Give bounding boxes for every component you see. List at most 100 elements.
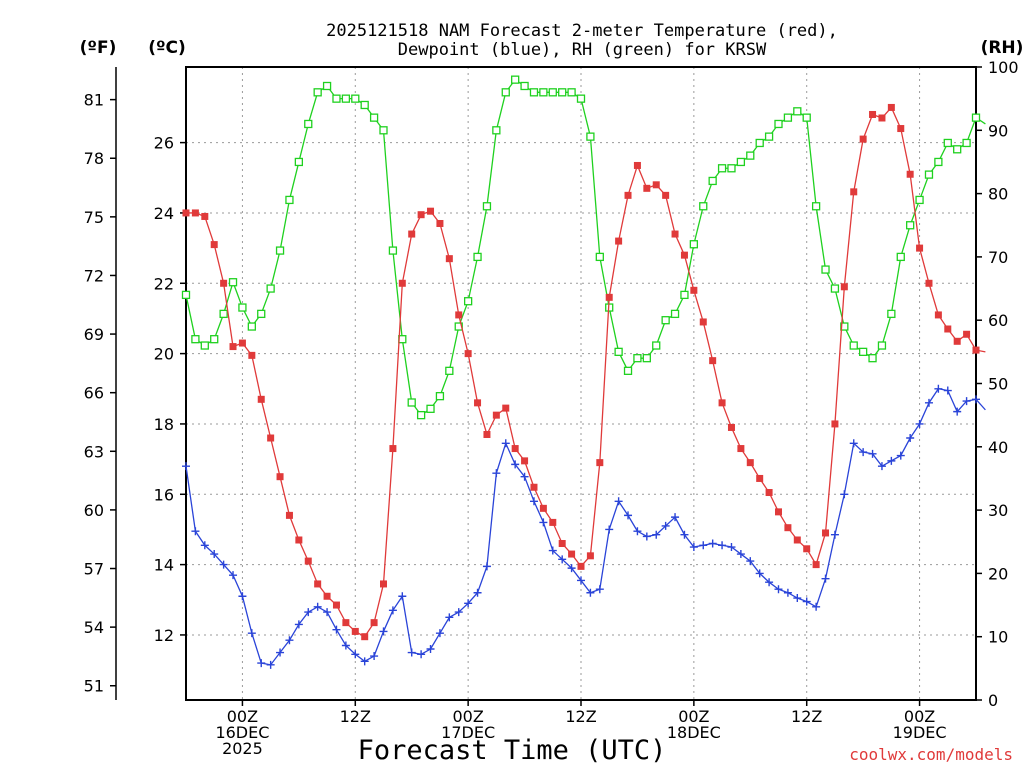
temperature-point xyxy=(662,191,670,199)
dewpoint-point xyxy=(718,541,727,550)
time-tick-label: 00Z xyxy=(452,707,483,726)
dewpoint-point xyxy=(746,557,755,566)
temperature-point xyxy=(756,474,764,482)
dewpoint-point xyxy=(877,462,886,471)
dewpoint-point xyxy=(247,629,256,638)
dewpoint-point xyxy=(605,525,614,534)
rh-point xyxy=(877,341,887,350)
dewpoint-point xyxy=(671,513,680,522)
rh-point xyxy=(548,88,557,97)
temperature-point xyxy=(878,114,886,122)
rh-point xyxy=(708,176,717,186)
rh-point xyxy=(595,252,604,262)
temperature-point xyxy=(887,103,895,111)
temperature-point xyxy=(332,601,340,609)
temperature-point xyxy=(474,399,482,407)
rh-point xyxy=(567,88,576,97)
dewpoint-point xyxy=(943,386,952,395)
temperature-point xyxy=(182,209,190,217)
dewpoint-point xyxy=(830,530,839,539)
temperature-point xyxy=(549,518,557,526)
fahrenheit-tick-label: 69 xyxy=(84,325,104,344)
dewpoint-point xyxy=(417,650,426,659)
rh-point xyxy=(360,100,369,110)
dewpoint-point xyxy=(388,606,397,615)
dewpoint-point xyxy=(614,497,623,506)
rh-point xyxy=(492,126,501,135)
rh-point xyxy=(962,138,971,148)
dewpoint-point xyxy=(370,652,379,661)
temperature-point xyxy=(944,325,952,333)
temperature-point xyxy=(417,211,425,219)
rh-point xyxy=(463,297,473,306)
rh-point xyxy=(520,81,529,91)
rh-point xyxy=(181,290,191,300)
temperature-point xyxy=(577,562,585,570)
rh-point xyxy=(191,335,200,344)
temperature-point xyxy=(596,459,604,467)
rh-line xyxy=(185,78,986,417)
time-tick-label: 16DEC xyxy=(215,723,269,742)
rh-point xyxy=(971,113,981,122)
dewpoint-point xyxy=(341,641,350,650)
dewpoint-point xyxy=(520,472,529,481)
rh-point xyxy=(482,202,492,211)
dewpoint-point xyxy=(962,397,971,406)
temperature-point xyxy=(831,420,839,428)
temperature-point xyxy=(361,633,369,641)
dewpoint-point xyxy=(473,588,482,597)
dewpoint-line xyxy=(185,388,986,666)
temperature-point xyxy=(191,209,199,217)
dewpoint-series xyxy=(182,384,986,669)
celsius-tick-label: 14 xyxy=(154,556,174,575)
dewpoint-point xyxy=(755,569,764,578)
rh-point xyxy=(764,132,774,141)
temperature-point xyxy=(380,580,387,588)
rh-tick-label: 30 xyxy=(988,501,1008,520)
dewpoint-point xyxy=(586,588,595,597)
rh-point xyxy=(238,303,247,312)
dewpoint-point xyxy=(915,419,924,428)
dewpoint-point xyxy=(407,648,416,657)
rh-point xyxy=(558,88,567,97)
fahrenheit-tick-label: 75 xyxy=(84,208,104,227)
time-tick-label: 00Z xyxy=(227,707,258,726)
temperature-point xyxy=(295,536,303,544)
dewpoint-point xyxy=(482,562,491,571)
dewpoint-point xyxy=(266,660,275,669)
rh-point xyxy=(661,316,670,325)
rh-tick-label: 10 xyxy=(988,628,1008,647)
chart-title-line2: Dewpoint (blue), RH (green) for KRSW xyxy=(398,40,767,60)
dewpoint-point xyxy=(304,608,313,617)
dewpoint-point xyxy=(736,550,745,559)
dewpoint-point xyxy=(868,449,877,458)
dewpoint-point xyxy=(840,490,849,499)
rh-point xyxy=(774,119,783,129)
dewpoint-point xyxy=(652,530,661,539)
time-tick-label: 00Z xyxy=(904,707,935,726)
rh-point xyxy=(689,240,699,249)
dewpoint-point xyxy=(699,541,708,550)
dewpoint-point xyxy=(445,613,454,622)
rh-point xyxy=(435,392,445,401)
dewpoint-point xyxy=(727,543,736,552)
rh-point xyxy=(501,88,510,97)
temperature-point xyxy=(445,255,453,263)
temperature-point xyxy=(812,561,820,569)
rh-tick-label: 100 xyxy=(988,58,1019,77)
dewpoint-point xyxy=(774,585,783,594)
time-tick-label: 18DEC xyxy=(667,723,721,742)
rh-point xyxy=(943,138,952,148)
rh-point xyxy=(623,366,633,375)
fahrenheit-axis: 81 78 75 72 69 66 63 60 57 54 51 xyxy=(84,91,116,696)
celsius-tick-label: 20 xyxy=(154,345,174,364)
temperature-point xyxy=(276,473,284,481)
rh-point xyxy=(341,94,351,103)
celsius-tick-label: 26 xyxy=(154,134,174,153)
temperature-point xyxy=(775,508,782,516)
rh-point xyxy=(473,252,482,262)
temperature-point xyxy=(285,511,293,519)
rh-point xyxy=(369,113,379,122)
